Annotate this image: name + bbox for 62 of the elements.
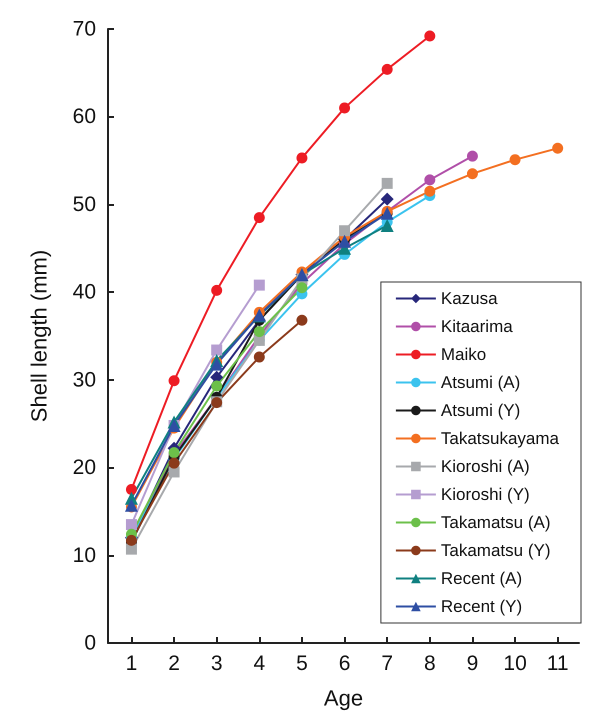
x-tick-label: 3 [210, 652, 223, 675]
x-tick-label: 4 [253, 652, 266, 675]
point [254, 326, 265, 338]
point [382, 178, 393, 189]
point [296, 152, 308, 164]
y-tick-label: 70 [72, 18, 96, 40]
point [168, 375, 180, 386]
x-tick-label: 8 [424, 652, 436, 675]
point [424, 174, 436, 186]
point [510, 154, 521, 166]
legend-label: Takatsukayama [440, 429, 560, 448]
x-axis-title: Age [324, 686, 364, 710]
point [424, 30, 436, 42]
point [382, 64, 393, 75]
y-tick-label: 20 [72, 456, 96, 480]
legend-label: Takamatsu (A) [440, 513, 550, 532]
y-tick-label: 10 [72, 544, 96, 567]
x-tick-label: 9 [466, 652, 478, 675]
point [466, 150, 478, 162]
x-tick-label: 11 [546, 652, 569, 675]
x-tick-label: 5 [296, 652, 308, 675]
y-tick-label: 0 [84, 632, 96, 654]
legend-label: Kazusa [440, 289, 498, 308]
y-axis-title: Shell length (mm) [26, 250, 52, 422]
point [296, 314, 308, 326]
point [211, 344, 222, 356]
point [380, 192, 394, 206]
x-tick-label: 1 [126, 652, 138, 675]
legend-label: Kitaarima [440, 317, 514, 336]
legend-label: Takamatsu (Y) [440, 541, 550, 560]
point [552, 142, 564, 154]
point [210, 358, 224, 371]
point [380, 218, 394, 232]
point [168, 458, 180, 469]
point [339, 102, 350, 114]
point [124, 498, 138, 512]
x-tick-label: 6 [338, 652, 350, 675]
point [254, 352, 265, 363]
y-tick-label: 50 [72, 192, 96, 216]
point [211, 380, 222, 392]
point [254, 280, 265, 291]
legend-label: Atsumi (A) [440, 373, 520, 392]
x-tick-label: 2 [168, 652, 180, 675]
legend-label: Recent (A) [440, 569, 522, 588]
legend-label: Atsumi (Y) [440, 401, 520, 420]
point [126, 519, 137, 530]
x-tick-label: 10 [503, 652, 527, 675]
point [424, 186, 436, 197]
y-tick-label: 60 [72, 105, 96, 128]
point [254, 212, 265, 224]
legend-label: Kioroshi (Y) [440, 485, 530, 504]
point [339, 225, 350, 236]
point [296, 282, 308, 294]
x-tick-label: 7 [381, 652, 394, 675]
point [466, 168, 478, 180]
point [211, 284, 222, 296]
legend-label: Recent (Y) [440, 597, 522, 616]
y-tick-label: 40 [72, 280, 96, 304]
legend-label: Kioroshi (A) [440, 457, 530, 476]
point [126, 484, 137, 495]
legend-label: Maiko [440, 345, 486, 364]
y-tick-label: 30 [72, 368, 96, 392]
